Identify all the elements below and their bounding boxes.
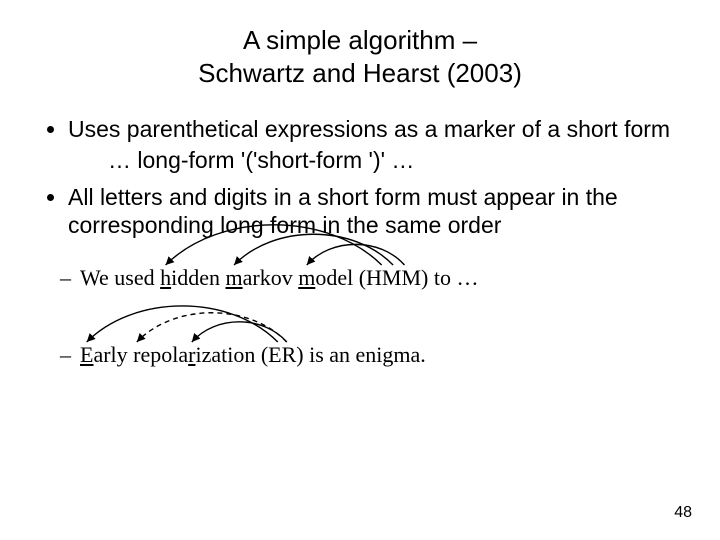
bullet-2-text: All letters and digits in a short form m… <box>68 184 618 239</box>
slide-title: A simple algorithm – Schwartz and Hearst… <box>40 24 680 89</box>
ex2-paren: (ER) is an enigma. <box>255 342 425 367</box>
ex1-m1: m <box>225 265 242 290</box>
bullet-1-text: Uses parenthetical expressions as a mark… <box>68 116 670 142</box>
bullet-1: Uses parenthetical expressions as a mark… <box>68 115 680 175</box>
ex1-paren: (HMM) to … <box>353 265 478 290</box>
dash-icon: – <box>60 264 71 293</box>
page-number: 48 <box>674 504 692 522</box>
ex1-arkov: arkov <box>243 265 299 290</box>
example-1: – We used hidden markov model (HMM) to … <box>80 264 680 293</box>
ex2-E: E <box>80 342 93 367</box>
example-2: – Early repolarization (ER) is an enigma… <box>80 341 680 370</box>
ex2-ization: ization <box>195 342 255 367</box>
dash-icon: – <box>60 341 71 370</box>
ex2-epola: epola <box>140 342 188 367</box>
title-line-2: Schwartz and Hearst (2003) <box>198 58 522 88</box>
example-2-arrows <box>50 301 710 380</box>
examples: – We used hidden markov model (HMM) to …… <box>80 264 680 369</box>
ex1-idden: idden <box>171 265 225 290</box>
slide: A simple algorithm – Schwartz and Hearst… <box>0 0 720 540</box>
ex1-m2: m <box>298 265 315 290</box>
ex1-h: h <box>160 265 171 290</box>
bullet-1-sub: … long-form '('short-form ')' … <box>108 146 680 175</box>
ex1-odel: odel <box>315 265 353 290</box>
ex1-prefix: We used <box>80 265 160 290</box>
ex2-arly: arly <box>93 342 133 367</box>
bullet-list: Uses parenthetical expressions as a mark… <box>40 115 680 240</box>
bullet-2: All letters and digits in a short form m… <box>68 183 680 241</box>
title-line-1: A simple algorithm – <box>243 25 477 55</box>
